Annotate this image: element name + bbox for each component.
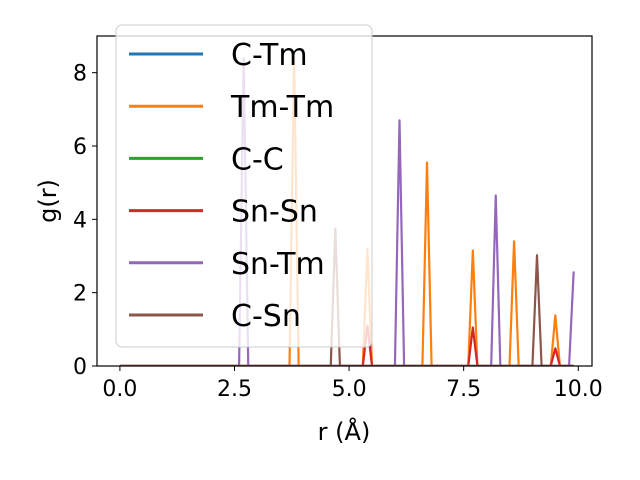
- legend-item-c-c: C-C: [129, 142, 284, 177]
- legend-item-tm-tm: Tm-Tm: [129, 90, 334, 125]
- x-tick-label: 10.0: [554, 377, 603, 402]
- x-tick-label: 2.5: [217, 377, 252, 402]
- legend-label: Sn-Tm: [231, 247, 325, 282]
- x-tick-label: 0.0: [102, 377, 137, 402]
- legend-item-c-tm: C-Tm: [129, 38, 308, 73]
- x-tick-label: 7.5: [446, 377, 481, 402]
- y-tick-label: 4: [73, 208, 87, 233]
- y-axis: 0 2 4 6 8: [73, 62, 97, 380]
- y-tick-label: 2: [73, 282, 87, 307]
- x-axis-title: r (Å): [318, 417, 371, 446]
- legend-item-c-sn: C-Sn: [129, 299, 301, 334]
- legend-label: C-C: [231, 142, 284, 177]
- legend-label: C-Tm: [231, 38, 308, 73]
- y-tick-label: 8: [73, 62, 87, 87]
- x-tick-label: 5.0: [332, 377, 367, 402]
- legend-item-sn-sn: Sn-Sn: [129, 195, 318, 230]
- y-tick-label: 6: [73, 135, 87, 160]
- legend-label: Sn-Sn: [231, 195, 318, 230]
- y-tick-label: 0: [73, 355, 87, 380]
- legend-label: Tm-Tm: [230, 90, 334, 125]
- legend-item-sn-tm: Sn-Tm: [129, 247, 325, 282]
- y-axis-title: g(r): [34, 179, 62, 223]
- legend: C-Tm Tm-Tm C-C Sn-Sn Sn-Tm C-Sn: [115, 24, 373, 348]
- legend-label: C-Sn: [231, 299, 301, 334]
- x-axis: 0.0 2.5 5.0 7.5 10.0: [102, 366, 603, 402]
